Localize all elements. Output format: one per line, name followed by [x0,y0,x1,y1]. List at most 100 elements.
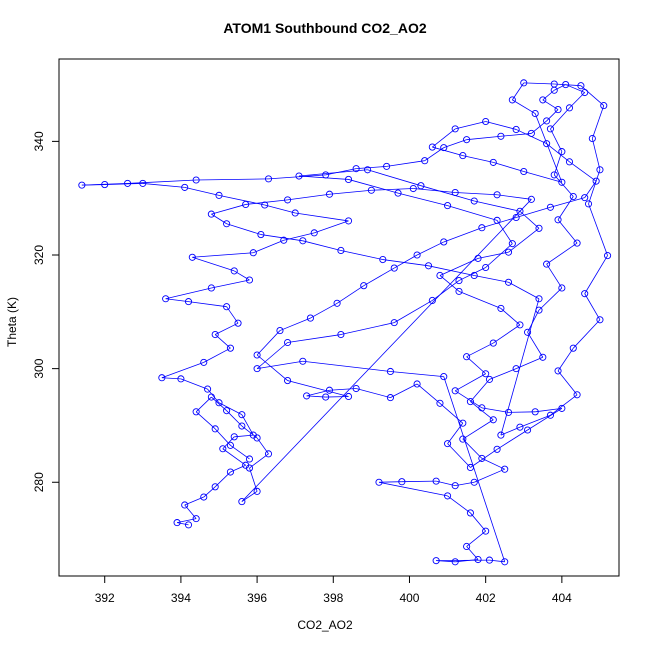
series-segment [443,139,467,149]
series-segment [180,378,208,390]
series-segment [356,165,387,170]
series-segment [161,362,204,379]
data-point [516,321,524,329]
data-point [344,217,353,225]
data-point [162,295,170,303]
data-point [531,109,539,118]
series-segment [493,324,521,344]
data-point [497,431,505,439]
series-segment [542,89,555,101]
data-point [325,386,334,394]
series-segment [474,468,505,483]
series-segment [257,360,303,370]
data-point [158,374,166,382]
data-point [508,240,516,248]
data-point [512,125,520,133]
series-segment [287,380,349,397]
data-point [184,521,193,529]
data-point [493,216,501,224]
x-tick-label: 394 [171,591,191,605]
series-segment [489,368,517,380]
data-point [516,423,524,431]
data-point [459,152,467,160]
data-point [230,267,238,275]
series-segment [447,443,471,468]
data-point [554,367,562,375]
series-segment [497,194,532,200]
data-point [474,254,482,262]
series-segment [462,438,483,459]
series-segment [215,322,239,335]
series-segment [474,275,509,283]
data-point [451,482,459,490]
data-point [459,419,467,427]
data-point [322,393,330,401]
data-point [192,515,200,523]
data-point [200,493,208,501]
data-point [485,375,494,383]
series-segment [295,212,349,222]
data-point [512,365,520,373]
series-segment [500,308,521,326]
data-point [543,260,551,268]
series-segment [329,189,372,195]
plot-frame [58,58,620,577]
series-segment [557,370,578,396]
series-segment [462,419,494,440]
data-point [554,106,562,114]
series-segment [527,309,540,333]
data-point [581,290,589,298]
series-segment [519,414,551,428]
series-segment [298,169,368,177]
y-tick-label: 340 [32,131,46,151]
series-segment [569,92,585,109]
series-segment [447,422,464,444]
data-point [181,183,189,191]
data-point [520,167,528,176]
data-point [524,328,532,336]
data-point [485,556,494,564]
series-segment [394,254,418,269]
data-point [474,555,482,564]
x-tick-label: 396 [247,591,267,605]
data-point [531,408,539,416]
series-segment [432,280,460,301]
series-segment [378,481,448,497]
x-tick-label: 404 [552,591,572,605]
y-axis-ticks: 280 300 320 340 [32,131,59,492]
data-point [325,190,334,198]
data-point [238,422,246,430]
data-point [284,377,292,385]
series-segment [485,243,513,268]
data-point [299,357,307,365]
series-segment [474,200,521,212]
series-segment [279,317,311,331]
data-point [413,251,421,259]
data-point [592,177,600,185]
data-point [444,440,452,448]
data-point [604,252,612,260]
series-segment [382,259,429,267]
data-point [124,179,132,187]
series-segment [569,161,597,182]
series-segment [222,448,246,466]
data-point [367,186,375,194]
series-segment [454,373,486,392]
data-point [440,373,448,381]
data-point [535,295,543,303]
data-point [470,271,478,280]
series-segment [466,356,486,375]
series-segment [489,559,505,563]
series-segment [356,388,391,398]
data-point [211,330,219,339]
data-point [379,256,387,264]
data-point [207,393,215,401]
series-segment [249,467,258,492]
data-point [497,304,505,312]
data-point [200,358,208,366]
series-segment [241,414,254,436]
series-segment [268,174,326,180]
series-segment [493,162,524,172]
series-segment [348,179,399,194]
data-point [226,344,234,352]
